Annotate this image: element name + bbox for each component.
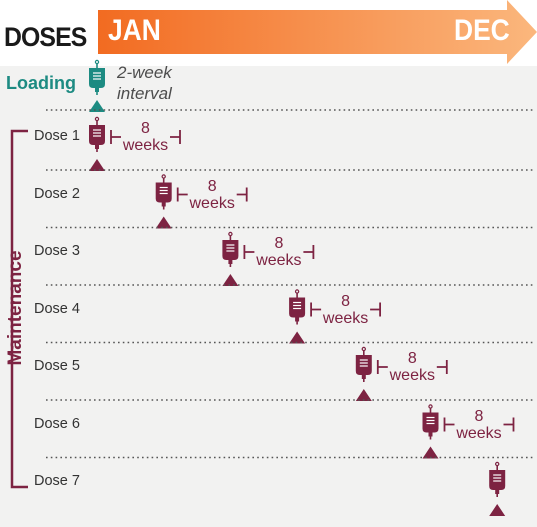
timeline-arrow (98, 0, 537, 64)
interval-weeks-unit: weeks (456, 424, 502, 442)
interval-bracket (243, 245, 315, 259)
interval-bracket (176, 187, 248, 202)
loading-marker-icon (89, 100, 105, 112)
loading-label: Loading (6, 73, 76, 93)
dose-marker-icon (222, 274, 239, 286)
page-title: DOSES (4, 22, 87, 52)
loading-iv-bag-icon (88, 59, 106, 96)
interval-bracket (310, 302, 381, 317)
dose-label: Dose 5 (34, 358, 80, 374)
maintenance-bracket (10, 129, 28, 489)
dose-label: Dose 1 (34, 128, 80, 144)
interval-weeks-number: 8 (407, 350, 417, 367)
interval-line-2: interval (117, 84, 172, 103)
interval-weeks-number: 8 (274, 235, 284, 252)
dose-marker-icon (289, 331, 306, 344)
dose-label: Dose 3 (34, 243, 80, 259)
timeline-arrow-shape (98, 0, 537, 64)
interval-weeks-number: 8 (141, 120, 150, 137)
loading-interval-label: 2-week interval (117, 62, 172, 104)
interval-weeks-unit: weeks (389, 367, 435, 384)
dose-iv-bag-icon (154, 174, 173, 211)
interval-bracket (376, 360, 448, 374)
interval-label: 8 weeks (114, 120, 177, 154)
dose-iv-bag-icon (488, 461, 507, 498)
dose-marker-icon (422, 446, 439, 459)
interval-line-1: 2-week (117, 63, 172, 82)
dose-label: Dose 7 (34, 473, 80, 489)
dose-iv-bag-icon (354, 346, 373, 383)
start-month-label: JAN (108, 14, 161, 47)
dose-marker-icon (155, 216, 172, 229)
dose-label: Dose 2 (34, 185, 80, 202)
interval-weeks-number: 8 (207, 177, 217, 195)
interval-label: 8 weeks (448, 408, 511, 442)
interval-weeks-number: 8 (474, 407, 484, 425)
interval-label: 8 weeks (181, 178, 244, 212)
interval-bracket (443, 417, 515, 432)
dose-marker-icon (355, 389, 372, 401)
dose-iv-bag-icon (221, 231, 240, 268)
interval-label: 8 weeks (381, 350, 444, 384)
dose-label: Dose 6 (34, 415, 80, 432)
interval-label: 8 weeks (314, 293, 377, 327)
interval-label: 8 weeks (247, 235, 310, 269)
end-month-label: DEC (454, 14, 510, 47)
interval-bracket (110, 130, 181, 144)
dose-label: Dose 4 (34, 300, 80, 317)
interval-weeks-unit: weeks (189, 194, 235, 212)
interval-weeks-unit: weeks (122, 137, 169, 154)
interval-weeks-unit: weeks (322, 309, 369, 327)
dose-iv-bag-icon (421, 404, 440, 441)
dose-iv-bag-icon (88, 116, 106, 153)
dose-marker-icon (489, 504, 506, 516)
dose-iv-bag-icon (288, 289, 306, 326)
interval-weeks-unit: weeks (256, 252, 302, 269)
interval-weeks-number: 8 (341, 292, 351, 310)
dose-marker-icon (89, 159, 105, 171)
